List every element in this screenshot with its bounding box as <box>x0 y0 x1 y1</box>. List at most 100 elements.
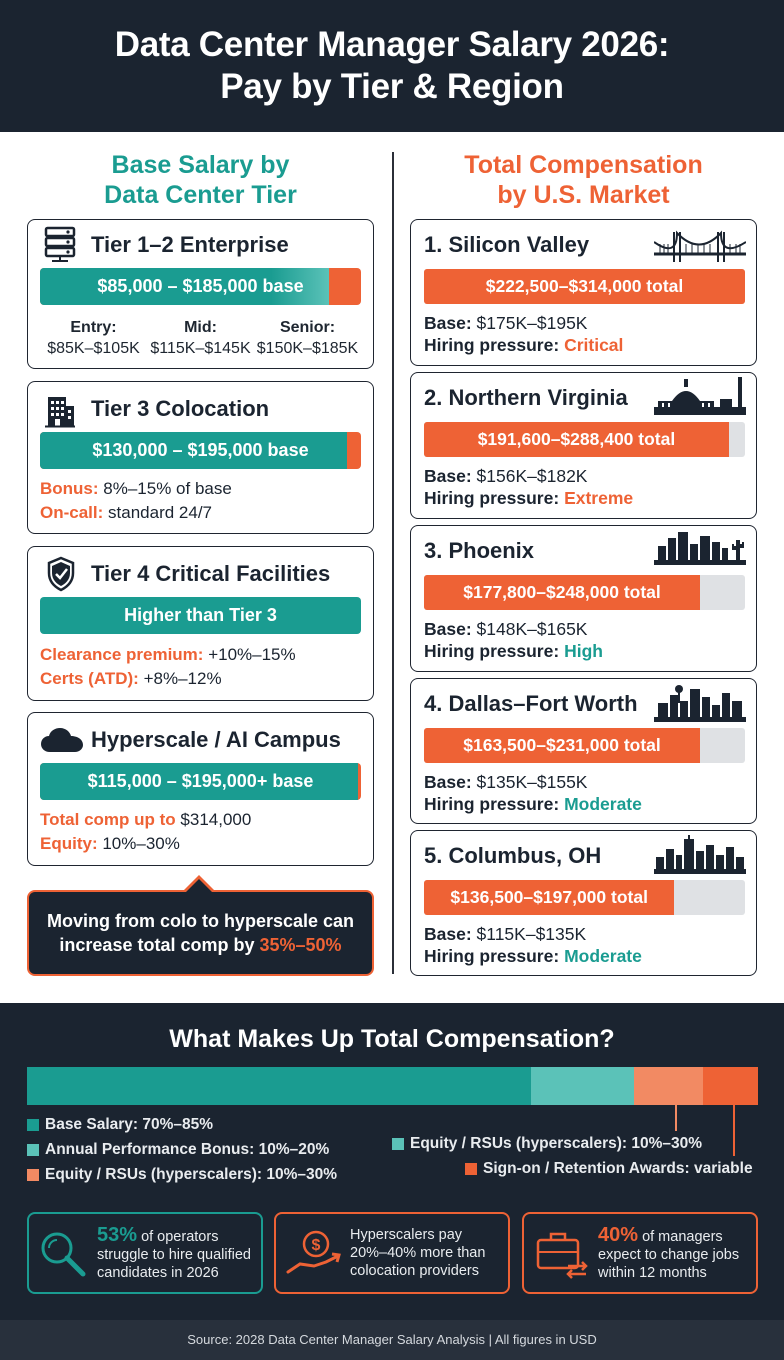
stat-operators-line3: candidates in 2026 <box>97 1265 219 1281</box>
market-card: 2. Northern Virginia $191,600–$288,400 to… <box>410 372 757 519</box>
tier12-levels: Entry: $85K–$105K Mid: $115K–$145K Senior:… <box>40 317 361 359</box>
market-total-bar: $163,500–$231,000 total <box>424 728 745 763</box>
tier12-bar-label: $85,000 – $185,000 base <box>97 276 304 296</box>
stat-hyperscalers-text: Hyperscalers pay 20%–40% more than coloc… <box>350 1226 485 1280</box>
stat-managers-text: 40% of managers expect to change jobs wi… <box>598 1225 740 1282</box>
market-title: 3. Phoenix <box>424 538 535 563</box>
stat-hyperscalers-line2: 20%–40% more than <box>350 1245 486 1261</box>
composition-segment-1 <box>531 1067 634 1105</box>
tier4-card: Tier 4 Critical Facilities Higher than T… <box>27 546 374 701</box>
market-total-label: $136,500–$197,000 total <box>450 887 648 907</box>
stat-operators-text: 53% of operators struggle to hire qualif… <box>97 1224 251 1282</box>
stat-card-hyperscalers: $ Hyperscalers pay 20%–40% more than col… <box>274 1212 510 1294</box>
tier4-certs-value: +8%–12% <box>143 669 222 688</box>
legend-swatch-equity <box>27 1169 39 1181</box>
phoenix-skyline-icon <box>654 530 746 571</box>
hyperscale-bar: $115,000 – $195,000+ base <box>40 763 361 800</box>
stat-card-managers: 40% of managers expect to change jobs wi… <box>522 1212 758 1294</box>
market-base: Base: $175K–$195K <box>424 313 588 333</box>
composition-stacked-bar <box>27 1067 758 1105</box>
source-footer: Source: 2028 Data Center Manager Salary … <box>0 1320 784 1360</box>
market-total-label: $177,800–$248,000 total <box>463 582 661 602</box>
building-icon <box>45 397 75 428</box>
cloud-icon <box>41 728 83 752</box>
tier12-bar-fill <box>40 268 329 305</box>
tier3-title: Tier 3 Colocation <box>91 396 270 421</box>
legend-equity-right-label: Equity / RSUs (hyperscalers): 10%–30% <box>410 1135 703 1152</box>
legend-bonus-label: Annual Performance Bonus: 10%–20% <box>45 1141 330 1158</box>
market-total-bar-fill <box>424 728 701 763</box>
tier3-bar-fill <box>40 432 347 469</box>
level-senior-name: Senior: <box>279 319 336 336</box>
market-title: 2. Northern Virginia <box>424 385 628 410</box>
market-card: 5. Columbus, OH $136,500–$197,000 total Ba… <box>410 830 757 976</box>
legend-base-salary: Base Salary: 70%–85% <box>27 1116 213 1134</box>
right-column-title: Total Compensation by U.S. Market <box>410 150 757 210</box>
shield-check-icon <box>47 556 75 592</box>
hyperscale-bar-label: $115,000 – $195,000+ base <box>87 771 314 791</box>
callout-pointer-inner <box>186 879 212 892</box>
callout-box: Moving from colo to hyperscale can incre… <box>27 890 374 976</box>
level-mid: Mid: $115K–$145K <box>147 317 254 359</box>
market-pressure: Hiring pressure: High <box>424 641 603 661</box>
market-base: Base: $115K–$135K <box>424 924 587 944</box>
equity-leader-line <box>675 1105 677 1131</box>
tier3-oncall: On-call: standard 24/7 <box>40 503 212 523</box>
golden-gate-bridge-icon <box>653 230 747 269</box>
market-pressure: Hiring pressure: Moderate <box>424 794 642 814</box>
composition-title: What Makes Up Total Compensation? <box>169 1025 615 1053</box>
level-senior: Senior: $150K–$185K <box>254 317 361 359</box>
legend-swatch-bonus <box>27 1144 39 1156</box>
market-card: 1. Silicon Valley $222,500–$314,000 total… <box>410 219 757 366</box>
capitol-skyline-icon <box>654 377 746 422</box>
market-total-bar-fill <box>424 575 701 610</box>
tier12-card: Tier 1–2 Enterprise $85,000 – $185,000 b… <box>27 219 374 369</box>
market-total-bar-fill <box>424 880 675 915</box>
stat-managers-line2: expect to change jobs <box>598 1247 740 1263</box>
right-title-line1: Total Compensation <box>464 151 703 179</box>
tier4-certs-label: Certs (ATD): <box>40 669 139 688</box>
market-pressure: Hiring pressure: Moderate <box>424 946 642 966</box>
svg-text:$: $ <box>312 1237 321 1254</box>
legend-swatch-base <box>27 1119 39 1131</box>
stat-operators-value: 53% <box>97 1224 138 1246</box>
right-title-line2: by U.S. Market <box>497 181 670 209</box>
market-card: 4. Dallas–Fort Worth $163,500–$231,000 to… <box>410 678 757 824</box>
tier4-clearance-label: Clearance premium: <box>40 645 204 664</box>
tier3-bonus-value: 8%–15% of base <box>103 479 232 498</box>
hyperscale-equity-value: 10%–30% <box>102 834 180 853</box>
market-total-bar: $136,500–$197,000 total <box>424 880 745 915</box>
legend-bonus: Annual Performance Bonus: 10%–20% <box>27 1141 329 1159</box>
composition-segment-0 <box>27 1067 532 1105</box>
legend-signon-label: Sign-on / Retention Awards: variable <box>483 1160 753 1177</box>
legend-swatch-equity-right <box>392 1138 404 1150</box>
market-pressure-value: Extreme <box>564 488 634 508</box>
callout-line1: Moving from colo to hyperscale can <box>46 911 355 931</box>
page-title-line2: Pay by Tier & Region <box>220 67 564 106</box>
tier4-bar-label: Higher than Tier 3 <box>124 605 277 625</box>
stat-managers-rest: of managers <box>642 1229 723 1245</box>
market-base: Base: $135K–$155K <box>424 772 588 792</box>
legend-base-label: Base Salary: 70%–85% <box>45 1116 214 1133</box>
market-total-label: $191,600–$288,400 total <box>477 429 676 449</box>
market-pressure: Hiring pressure: Extreme <box>424 488 634 508</box>
tier4-certs: Certs (ATD): +8%–12% <box>40 669 222 689</box>
stat-hyperscalers-line3: colocation providers <box>350 1263 479 1279</box>
level-senior-range: $150K–$185K <box>256 340 359 357</box>
market-title: 4. Dallas–Fort Worth <box>424 691 638 716</box>
level-entry: Entry: $85K–$105K <box>40 317 147 359</box>
market-total-bar: $191,600–$288,400 total <box>424 422 745 457</box>
level-entry-range: $85K–$105K <box>47 340 140 357</box>
hyperscale-title: Hyperscale / AI Campus <box>91 727 341 752</box>
market-total-label: $222,500–$314,000 total <box>485 276 684 296</box>
hyperscale-bar-fill <box>40 763 358 800</box>
market-pressure: Hiring pressure: Critical <box>424 335 624 355</box>
page-title-line1: Data Center Manager Salary 2026: <box>114 25 670 64</box>
hyperscale-equity: Equity: 10%–30% <box>40 834 180 854</box>
tier12-title: Tier 1–2 Enterprise <box>91 232 289 257</box>
market-card: 3. Phoenix $177,800–$248,000 total Base: $… <box>410 525 757 672</box>
market-base: Base: $148K–$165K <box>424 619 588 639</box>
market-title: 1. Silicon Valley <box>424 232 590 257</box>
hyperscale-total: Total comp up to $314,000 <box>40 810 251 830</box>
briefcase-arrows-icon <box>536 1232 588 1279</box>
